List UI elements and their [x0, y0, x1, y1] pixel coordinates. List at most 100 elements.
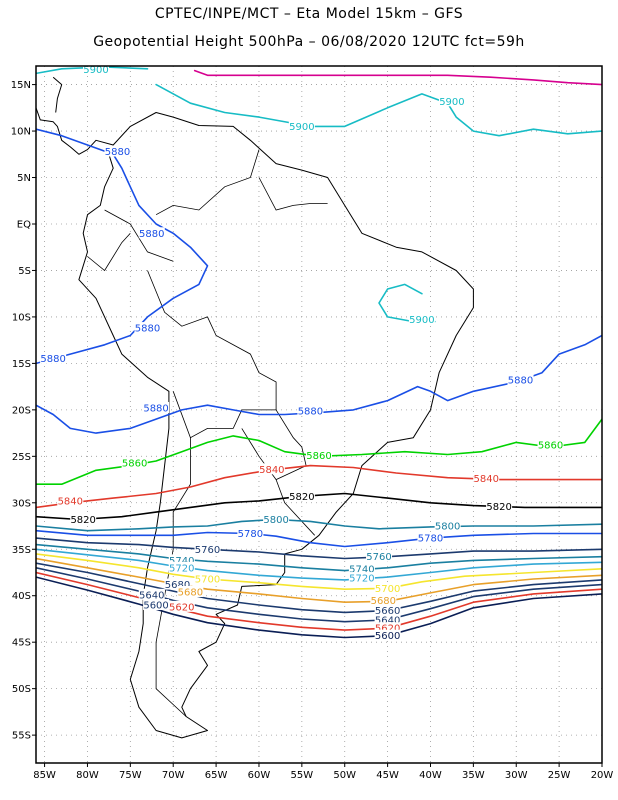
contour-label: 5680 — [165, 580, 190, 591]
contour-label-bg — [168, 600, 195, 612]
contour-label-bg — [374, 629, 401, 641]
contour-label-bg — [57, 494, 84, 506]
contour-label-bg — [258, 463, 285, 475]
lon-tick-label: 80W — [76, 770, 99, 781]
contour-label: 5660 — [375, 606, 400, 617]
contour-label: 5880 — [508, 376, 533, 387]
lat-tick-label: 40S — [12, 591, 31, 602]
contour-label: 5680 — [371, 596, 396, 607]
contour-label-bg — [70, 513, 97, 525]
contour-5600 — [36, 576, 602, 639]
contour-label: 5680 — [178, 588, 203, 599]
contour-label-bg — [374, 582, 401, 594]
contour-5740 — [36, 543, 602, 572]
contour-label: 5820 — [289, 492, 314, 503]
contour-5660 — [36, 562, 602, 614]
contour-label-bg — [486, 500, 513, 512]
contour-label-bg — [473, 472, 500, 484]
contour-label-bg — [194, 543, 221, 555]
contour-label-bg — [297, 404, 324, 416]
contour-5840 — [36, 464, 602, 509]
contour-label: 5860 — [538, 441, 563, 452]
lon-tick-label: 30W — [505, 770, 528, 781]
chart-title-line1: CPTEC/INPE/MCT – Eta Model 15km – GFS — [154, 6, 464, 22]
contour-label-bg — [374, 613, 401, 625]
contour-label: 5880 — [135, 324, 160, 335]
coastline — [36, 107, 114, 155]
contour-label: 5820 — [486, 502, 511, 513]
contour-label-bg — [164, 578, 191, 590]
lon-tick-label: 40W — [419, 770, 442, 781]
lat-tick-label: 55S — [12, 731, 31, 742]
contour-label: 5880 — [298, 406, 323, 417]
lon-tick-label: 20W — [591, 770, 614, 781]
contour-label: 5840 — [259, 465, 284, 476]
contour-label-bg — [121, 456, 148, 468]
contour-label: 5900 — [439, 97, 464, 108]
country-border — [258, 177, 328, 211]
contour-label-bg — [83, 66, 110, 75]
lon-tick-label: 65W — [205, 770, 228, 781]
contour-label: 5880 — [143, 403, 168, 414]
axis-ticks: 15N 10N 5N EQ 5S 10S 15S 20S 25S 30S 35S 40S 45S 50S 5… — [11, 80, 614, 781]
contour-label-bg — [537, 439, 564, 451]
contour-label: 5800 — [435, 522, 460, 533]
contour-label-bg — [366, 550, 393, 562]
contour-label: 5880 — [40, 354, 65, 365]
contour-5780 — [36, 529, 602, 548]
contour-5700 — [36, 553, 602, 590]
lon-tick-label: 25W — [548, 770, 571, 781]
contour-label-bg — [370, 594, 397, 606]
country-border — [155, 149, 260, 216]
contour-label-bg — [194, 572, 221, 584]
lat-tick-label: 35S — [12, 545, 31, 556]
contour-5900 — [155, 83, 602, 137]
contour-label: 5820 — [70, 515, 95, 526]
contour-label: 5800 — [263, 515, 288, 526]
contour-label: 5700 — [195, 574, 220, 585]
contour-label-bg — [306, 449, 332, 461]
contour-5820 — [36, 492, 602, 521]
contour-label-bg — [138, 227, 165, 239]
contour-label: 5860 — [122, 458, 147, 469]
contour-label: 5840 — [58, 496, 83, 507]
contour-label-bg — [263, 513, 290, 525]
plot-frame — [35, 65, 603, 764]
chart-title-line2: Geopotential Height 500hPa – 06/08/2020 … — [93, 34, 525, 50]
contour-label: 5620 — [375, 624, 400, 635]
contour-label: 5700 — [375, 584, 400, 595]
country-border — [155, 437, 191, 717]
country-border — [87, 233, 131, 272]
land-outlines — [36, 76, 474, 739]
country-border — [172, 391, 277, 439]
contour-label: 5780 — [418, 534, 443, 545]
contour-label: 5880 — [105, 147, 130, 158]
contour-label: 5880 — [139, 229, 164, 240]
contour-label: 5860 — [306, 451, 331, 462]
contour-label-bg — [168, 561, 195, 573]
lat-tick-label: 30S — [12, 498, 31, 509]
contour-label: 5900 — [409, 315, 434, 326]
contour-label: 5600 — [143, 601, 168, 612]
contour-label: 5900 — [289, 122, 314, 133]
lat-tick-label: 5S — [18, 266, 31, 277]
lon-tick-label: 70W — [162, 770, 185, 781]
contour-label-bg — [408, 313, 435, 325]
lat-tick-label: 50S — [12, 684, 31, 695]
contour-5940 — [193, 69, 602, 86]
contour-label-bg — [374, 604, 401, 616]
contour-label: 5900 — [83, 65, 108, 76]
lat-tick-label: 10N — [11, 127, 31, 138]
coastline — [52, 76, 63, 113]
contour-label-bg — [134, 322, 161, 334]
contour-label-bg — [374, 622, 401, 634]
contour-label-bg — [288, 490, 315, 502]
lat-tick-label: 25S — [12, 452, 31, 463]
contour-label: 5740 — [349, 564, 374, 575]
contour-5880 — [36, 128, 209, 365]
lon-tick-label: 85W — [33, 770, 56, 781]
contour-5680 — [36, 557, 602, 603]
contour-labels: 5900 5900 5900 5900 5880 5880 5880 5880 5880 5880… — [40, 65, 564, 642]
contour-label-bg — [434, 520, 461, 532]
